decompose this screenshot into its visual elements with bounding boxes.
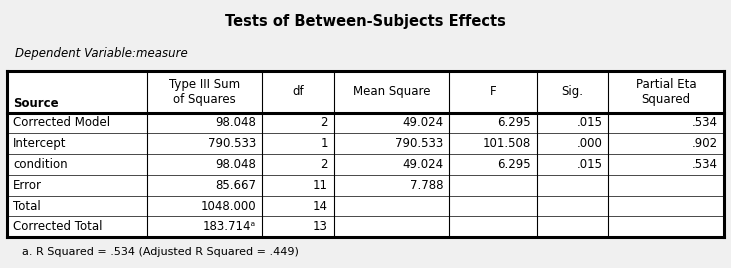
Text: .534: .534	[692, 158, 718, 171]
Text: 14: 14	[313, 199, 327, 213]
Text: Corrected Total: Corrected Total	[13, 220, 102, 233]
Text: 790.533: 790.533	[208, 137, 256, 150]
Text: 1048.000: 1048.000	[200, 199, 256, 213]
Text: F: F	[490, 85, 496, 98]
Text: 49.024: 49.024	[402, 158, 443, 171]
Text: Total: Total	[13, 199, 41, 213]
Text: 98.048: 98.048	[216, 158, 256, 171]
Text: 183.714ᵃ: 183.714ᵃ	[203, 220, 256, 233]
Text: .534: .534	[692, 116, 718, 129]
Text: Source: Source	[13, 97, 58, 110]
Text: Intercept: Intercept	[13, 137, 67, 150]
Text: a. R Squared = .534 (Adjusted R Squared = .449): a. R Squared = .534 (Adjusted R Squared …	[22, 247, 299, 256]
Text: df: df	[292, 85, 303, 98]
Text: 6.295: 6.295	[497, 158, 531, 171]
Text: 2: 2	[320, 158, 327, 171]
Text: .015: .015	[577, 158, 602, 171]
Text: .902: .902	[692, 137, 718, 150]
Text: .000: .000	[577, 137, 602, 150]
Text: Type III Sum
of Squares: Type III Sum of Squares	[169, 78, 240, 106]
Text: Mean Square: Mean Square	[352, 85, 430, 98]
Text: 49.024: 49.024	[402, 116, 443, 129]
Text: 101.508: 101.508	[482, 137, 531, 150]
Text: Sig.: Sig.	[561, 85, 583, 98]
FancyBboxPatch shape	[7, 71, 724, 237]
Text: Error: Error	[13, 179, 42, 192]
Text: 98.048: 98.048	[216, 116, 256, 129]
Text: 13: 13	[313, 220, 327, 233]
Text: 7.788: 7.788	[410, 179, 443, 192]
Text: 85.667: 85.667	[215, 179, 256, 192]
Text: condition: condition	[13, 158, 68, 171]
Text: Partial Eta
Squared: Partial Eta Squared	[636, 78, 697, 106]
Text: 2: 2	[320, 116, 327, 129]
Text: Corrected Model: Corrected Model	[13, 116, 110, 129]
Text: Tests of Between-Subjects Effects: Tests of Between-Subjects Effects	[225, 14, 506, 29]
Text: 6.295: 6.295	[497, 116, 531, 129]
Text: Dependent Variable:measure: Dependent Variable:measure	[15, 47, 187, 60]
Text: 11: 11	[313, 179, 327, 192]
Text: 1: 1	[320, 137, 327, 150]
Text: 790.533: 790.533	[395, 137, 443, 150]
Text: .015: .015	[577, 116, 602, 129]
